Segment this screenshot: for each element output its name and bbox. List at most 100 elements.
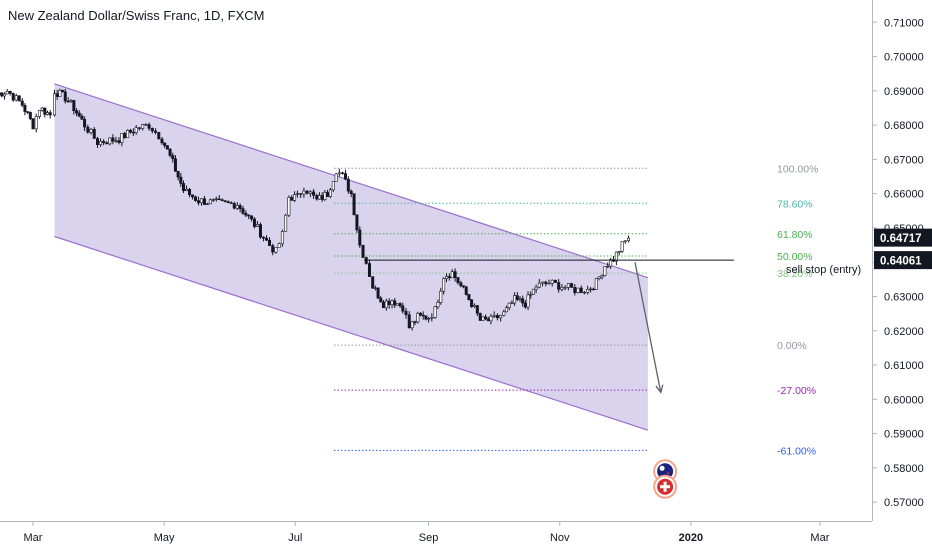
y-tick-label: 0.70000 — [884, 52, 924, 64]
candle-body — [445, 277, 447, 279]
y-tick-label: 0.62000 — [884, 326, 924, 338]
candle-body — [316, 195, 318, 199]
candle-body — [194, 197, 196, 201]
candle-body — [554, 280, 556, 282]
fib-level-label: 61.80% — [777, 229, 813, 241]
candle-body — [145, 125, 147, 126]
candle-body — [408, 315, 410, 328]
candle-body — [335, 174, 337, 181]
candle-body — [306, 191, 308, 193]
y-tick-label: 0.67000 — [884, 154, 924, 166]
candle-body — [487, 319, 489, 321]
candle-body — [595, 279, 597, 290]
candle-body — [221, 200, 223, 201]
candle-body — [422, 315, 424, 316]
candle-body — [516, 296, 518, 300]
candle-body — [548, 283, 550, 284]
y-tick-label: 0.66000 — [884, 189, 924, 201]
candle-body — [482, 317, 484, 321]
candle-body — [96, 138, 98, 144]
candle-body — [545, 282, 547, 284]
candle-body — [442, 279, 444, 291]
fib-level-label: -61.00% — [777, 445, 816, 457]
candle-body — [209, 200, 211, 204]
candle-body — [148, 125, 150, 129]
candle-body — [203, 199, 205, 205]
candle-body — [374, 288, 376, 289]
candle-body — [454, 272, 456, 278]
candle-body — [618, 251, 620, 252]
candle-body — [248, 215, 250, 216]
candle-body — [468, 295, 470, 300]
swiss-cross-h — [660, 485, 670, 488]
candle-body — [90, 129, 92, 132]
candle-body — [368, 264, 370, 277]
candle-body — [451, 272, 453, 278]
candle-body — [1, 93, 3, 96]
candle-body — [567, 284, 569, 288]
candle-body — [519, 299, 521, 300]
fib-level-label: 50.00% — [777, 251, 813, 263]
candle-body — [26, 112, 28, 113]
candle-body — [239, 206, 241, 209]
candle-body — [75, 111, 77, 113]
candle-body — [577, 288, 579, 293]
fib-level-label: -27.00% — [777, 385, 816, 397]
candle-body — [511, 303, 513, 304]
candle-body — [530, 294, 532, 295]
y-tick-label: 0.57000 — [884, 497, 924, 509]
candle-body — [212, 199, 214, 200]
candle-body — [172, 156, 174, 159]
candle-body — [607, 266, 609, 267]
candle-body — [538, 283, 540, 287]
candle-body — [185, 189, 187, 191]
y-tick-label: 0.61000 — [884, 360, 924, 372]
candle-body — [583, 292, 585, 293]
candle-body — [6, 91, 8, 94]
candle-body — [87, 127, 89, 132]
candle-body — [250, 216, 252, 219]
candle-body — [206, 204, 208, 205]
candle-body — [177, 171, 179, 177]
candle-body — [18, 96, 20, 101]
candle-body — [278, 244, 280, 248]
candle-body — [129, 130, 131, 132]
fib-level-label: 0.00% — [777, 340, 807, 352]
price-tag-label: 0.64717 — [880, 233, 922, 245]
candle-body — [380, 298, 382, 302]
candle-body — [541, 282, 543, 283]
candle-body — [388, 301, 390, 305]
candle-body — [46, 113, 48, 115]
candle-body — [245, 213, 247, 215]
candle-body — [174, 159, 176, 171]
candle-body — [479, 313, 481, 320]
candle-body — [440, 291, 442, 302]
candle-body — [242, 209, 244, 214]
candle-body — [564, 287, 566, 288]
candle-body — [132, 132, 134, 133]
candle-body — [332, 181, 334, 189]
candle-body — [126, 130, 128, 137]
candle-body — [557, 283, 559, 290]
candle-body — [624, 241, 626, 242]
candle-body — [457, 278, 459, 283]
swiss-flag-icon[interactable] — [654, 476, 676, 498]
candle-body — [532, 289, 534, 294]
candle-body — [462, 286, 464, 287]
candle-body — [259, 225, 261, 238]
candle-body — [589, 289, 591, 290]
candle-body — [118, 141, 120, 143]
candle-body — [431, 317, 433, 318]
candle-body — [191, 195, 193, 197]
candle-body — [324, 192, 326, 199]
candle-body — [115, 141, 117, 142]
candle-body — [81, 116, 83, 119]
candle-body — [281, 231, 283, 243]
candle-body — [326, 192, 328, 196]
candle-body — [425, 316, 427, 319]
candle-body — [402, 306, 404, 311]
nz-flag-star — [667, 472, 669, 474]
x-tick-label: Jul — [288, 532, 302, 544]
